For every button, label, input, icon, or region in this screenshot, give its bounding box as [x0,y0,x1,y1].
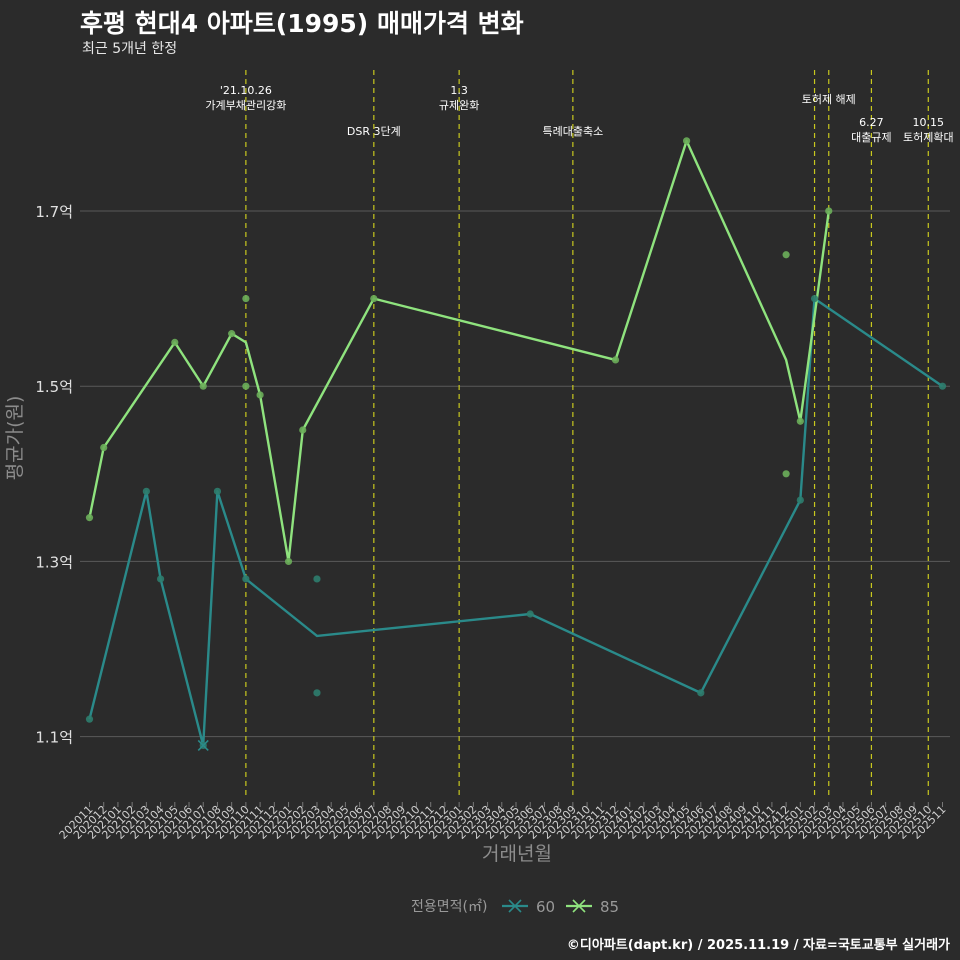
event-annotation: 토허제 해제 [802,92,856,106]
data-point-60 [213,487,222,495]
x-axis-title: 거래년월 [482,843,552,865]
data-point-85 [299,426,307,434]
data-point-60 [85,715,94,723]
data-point-85 [370,294,378,303]
event-annotation: 1.3 [450,84,468,97]
legend-swatch-cross [572,899,586,913]
y-tick-label: 1.5억 [35,378,73,396]
data-point-85 [242,294,250,303]
series-line-60 [88,297,944,747]
legend-swatch-cross [508,899,522,913]
data-point-60 [796,496,804,504]
chart-caption: ©디아파트(dapt.kr) / 2025.11.19 / 자료=국토교통부 실… [566,938,950,953]
data-point-60 [938,382,947,390]
event-annotation: 가계부채관리강화 [205,99,286,112]
event-annotation: 6.27 [859,116,884,129]
data-point-60 [810,294,819,303]
event-annotation: 10.15 [913,116,945,129]
data-point-60 [156,575,165,583]
data-point-85 [611,356,620,364]
data-point-85 [171,338,179,346]
y-axis-title: 평균가(원) [4,396,26,481]
data-point-85 [782,251,790,259]
event-annotation: 특례대출축소 [542,125,603,138]
cross-marker-60 [197,739,209,751]
data-point-60 [697,689,705,697]
data-point-85 [228,330,236,338]
event-annotation: 토허제확대 [903,131,954,144]
data-point-85 [85,514,94,522]
cross-stroke [197,739,209,751]
data-point-85 [256,391,264,399]
data-point-85 [242,382,250,390]
event-annotation: DSR 3단계 [347,125,401,138]
data-point-60 [242,575,250,583]
data-point-85 [100,443,108,452]
legend-title: 전용면적(㎡) [411,899,487,915]
y-tick-label: 1.7억 [35,203,73,221]
data-point-85 [796,417,804,425]
data-point-85 [284,557,293,566]
y-tick-label: 1.3억 [35,553,73,571]
legend-key-85: 85 [566,898,619,916]
y-tick-label: 1.1억 [35,729,73,747]
data-point-85 [683,137,691,145]
data-point-85 [199,382,207,390]
legend-key-60: 60 [502,898,555,916]
event-annotation: 규제완화 [439,99,479,112]
data-point-60 [313,575,321,583]
chart-subtitle: 최근 5개년 한정 [82,41,178,57]
data-point-60 [526,610,534,618]
data-point-60 [142,487,150,495]
data-point-85 [782,470,790,478]
legend-label: 85 [600,898,619,916]
legend: 전용면적(㎡) 60 85 [411,898,619,916]
event-annotation: 대출규제 [851,131,891,144]
chart-title: 후평 현대4 아파트(1995) 매매가격 변화 [80,9,524,38]
data-point-60 [313,689,321,697]
legend-label: 60 [536,898,555,916]
data-point-85 [825,207,833,215]
event-annotation: '21.10.26 [220,84,272,97]
